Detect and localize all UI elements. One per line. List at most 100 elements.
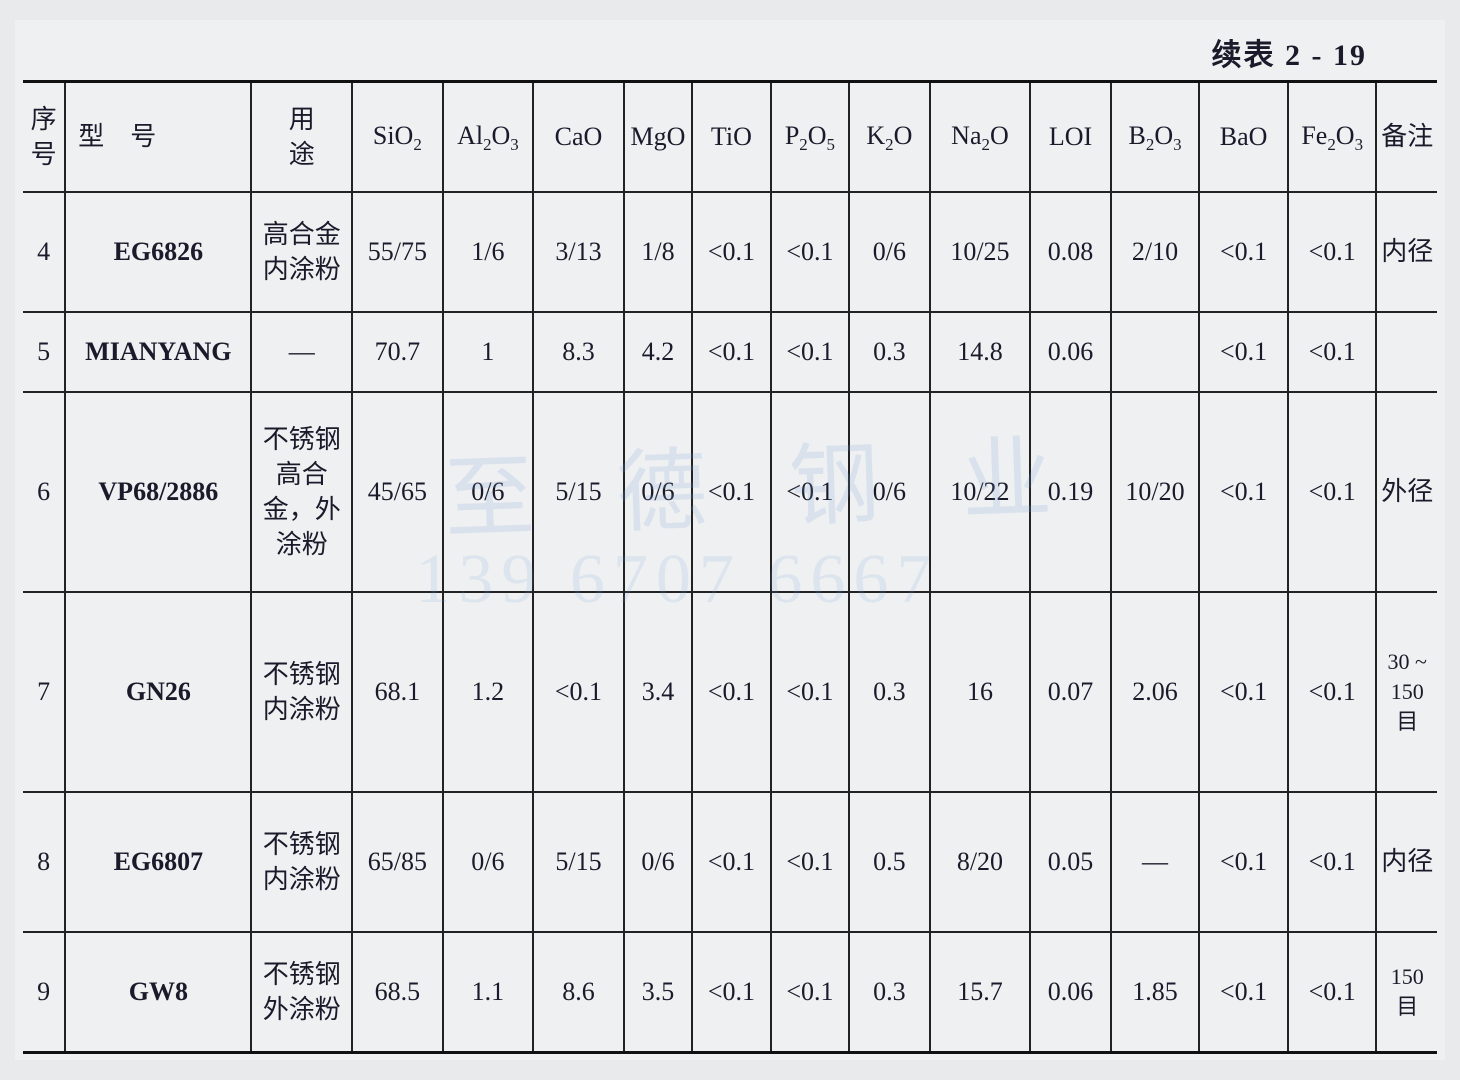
col-use: 用 途 xyxy=(251,82,352,193)
cell-fe2o3: <0.1 xyxy=(1288,192,1377,312)
cell-p2o5: <0.1 xyxy=(771,392,849,592)
cell-mgo: 0/6 xyxy=(624,392,692,592)
cell-mgo: 4.2 xyxy=(624,312,692,392)
cell-fe2o3: <0.1 xyxy=(1288,312,1377,392)
cell-model: MIANYANG xyxy=(65,312,251,392)
cell-p2o5: <0.1 xyxy=(771,192,849,312)
cell-sio2: 68.5 xyxy=(352,932,443,1052)
cell-seq: 6 xyxy=(23,392,65,592)
cell-k2o: 0/6 xyxy=(849,392,930,592)
header-row: 序号 型 号 用 途 SiO2 Al2O3 CaO MgO TiO P2O5 K… xyxy=(23,82,1437,193)
cell-loi: 0.06 xyxy=(1030,932,1111,1052)
col-p2o5: P2O5 xyxy=(771,82,849,193)
cell-model: GN26 xyxy=(65,592,251,792)
composition-table: 序号 型 号 用 途 SiO2 Al2O3 CaO MgO TiO P2O5 K… xyxy=(23,80,1437,1054)
col-al2o3: Al2O3 xyxy=(443,82,534,193)
cell-b2o3: — xyxy=(1111,792,1200,932)
cell-seq: 9 xyxy=(23,932,65,1052)
cell-use: 不锈钢内涂粉 xyxy=(251,592,352,792)
cell-loi: 0.06 xyxy=(1030,312,1111,392)
cell-b2o3: 1.85 xyxy=(1111,932,1200,1052)
cell-tio: <0.1 xyxy=(692,392,770,592)
cell-na2o: 16 xyxy=(930,592,1031,792)
cell-bao: <0.1 xyxy=(1199,592,1288,792)
cell-mgo: 0/6 xyxy=(624,792,692,932)
cell-fe2o3: <0.1 xyxy=(1288,932,1377,1052)
cell-al2o3: 1 xyxy=(443,312,534,392)
col-mgo: MgO xyxy=(624,82,692,193)
cell-sio2: 55/75 xyxy=(352,192,443,312)
cell-model: VP68/2886 xyxy=(65,392,251,592)
cell-model: EG6807 xyxy=(65,792,251,932)
cell-p2o5: <0.1 xyxy=(771,932,849,1052)
cell-cao: 3/13 xyxy=(533,192,624,312)
table-row: 4 EG6826 高合金内涂粉 55/75 1/6 3/13 1/8 <0.1 … xyxy=(23,192,1437,312)
col-use-label: 用 途 xyxy=(264,102,339,172)
cell-sio2: 68.1 xyxy=(352,592,443,792)
cell-b2o3: 2.06 xyxy=(1111,592,1200,792)
cell-na2o: 10/25 xyxy=(930,192,1031,312)
cell-use: 不锈钢外涂粉 xyxy=(251,932,352,1052)
cell-use: — xyxy=(251,312,352,392)
table-row: 8 EG6807 不锈钢内涂粉 65/85 0/6 5/15 0/6 <0.1 … xyxy=(23,792,1437,932)
cell-k2o: 0.3 xyxy=(849,592,930,792)
cell-k2o: 0/6 xyxy=(849,192,930,312)
cell-use: 不锈钢高合金，外涂粉 xyxy=(251,392,352,592)
cell-note: 内径 xyxy=(1376,192,1437,312)
cell-b2o3: 10/20 xyxy=(1111,392,1200,592)
table-row: 9 GW8 不锈钢外涂粉 68.5 1.1 8.6 3.5 <0.1 <0.1 … xyxy=(23,932,1437,1052)
col-model: 型 号 xyxy=(65,82,251,193)
cell-mgo: 3.4 xyxy=(624,592,692,792)
cell-seq: 8 xyxy=(23,792,65,932)
col-tio: TiO xyxy=(692,82,770,193)
col-seq: 序号 xyxy=(23,82,65,193)
cell-loi: 0.08 xyxy=(1030,192,1111,312)
cell-cao: 8.6 xyxy=(533,932,624,1052)
cell-loi: 0.07 xyxy=(1030,592,1111,792)
cell-tio: <0.1 xyxy=(692,192,770,312)
cell-bao: <0.1 xyxy=(1199,312,1288,392)
col-sio2: SiO2 xyxy=(352,82,443,193)
col-model-label: 型 号 xyxy=(78,119,156,154)
cell-fe2o3: <0.1 xyxy=(1288,592,1377,792)
table-caption: 续表 2 - 19 xyxy=(23,30,1437,80)
cell-tio: <0.1 xyxy=(692,932,770,1052)
col-note: 备注 xyxy=(1376,82,1437,193)
cell-loi: 0.19 xyxy=(1030,392,1111,592)
cell-seq: 5 xyxy=(23,312,65,392)
cell-tio: <0.1 xyxy=(692,312,770,392)
cell-k2o: 0.3 xyxy=(849,312,930,392)
cell-mgo: 1/8 xyxy=(624,192,692,312)
col-bao: BaO xyxy=(1199,82,1288,193)
cell-b2o3 xyxy=(1111,312,1200,392)
cell-bao: <0.1 xyxy=(1199,932,1288,1052)
cell-mgo: 3.5 xyxy=(624,932,692,1052)
cell-cao: <0.1 xyxy=(533,592,624,792)
col-k2o: K2O xyxy=(849,82,930,193)
cell-k2o: 0.3 xyxy=(849,932,930,1052)
cell-tio: <0.1 xyxy=(692,592,770,792)
cell-na2o: 10/22 xyxy=(930,392,1031,592)
cell-fe2o3: <0.1 xyxy=(1288,392,1377,592)
cell-use: 高合金内涂粉 xyxy=(251,192,352,312)
cell-na2o: 8/20 xyxy=(930,792,1031,932)
cell-al2o3: 1/6 xyxy=(443,192,534,312)
cell-cao: 8.3 xyxy=(533,312,624,392)
cell-al2o3: 0/6 xyxy=(443,392,534,592)
col-b2o3: B2O3 xyxy=(1111,82,1200,193)
cell-bao: <0.1 xyxy=(1199,192,1288,312)
cell-al2o3: 1.1 xyxy=(443,932,534,1052)
cell-sio2: 70.7 xyxy=(352,312,443,392)
cell-cao: 5/15 xyxy=(533,392,624,592)
col-na2o: Na2O xyxy=(930,82,1031,193)
cell-p2o5: <0.1 xyxy=(771,792,849,932)
cell-tio: <0.1 xyxy=(692,792,770,932)
col-fe2o3: Fe2O3 xyxy=(1288,82,1377,193)
cell-cao: 5/15 xyxy=(533,792,624,932)
cell-loi: 0.05 xyxy=(1030,792,1111,932)
cell-fe2o3: <0.1 xyxy=(1288,792,1377,932)
cell-note: 内径 xyxy=(1376,792,1437,932)
table-row: 6 VP68/2886 不锈钢高合金，外涂粉 45/65 0/6 5/15 0/… xyxy=(23,392,1437,592)
cell-al2o3: 0/6 xyxy=(443,792,534,932)
table-row: 5 MIANYANG — 70.7 1 8.3 4.2 <0.1 <0.1 0.… xyxy=(23,312,1437,392)
